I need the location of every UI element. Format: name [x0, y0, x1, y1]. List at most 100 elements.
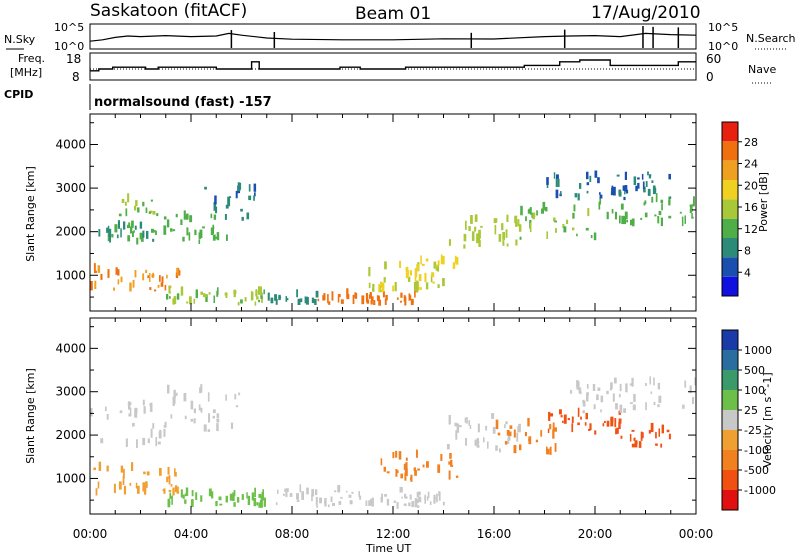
- data-cell: [238, 392, 241, 396]
- velocity-colorbar: Velocity [m s^-1] 1000 500 100 25 -25 -100 -50…: [721, 329, 776, 511]
- data-cell: [142, 437, 146, 446]
- data-cell: [483, 437, 485, 443]
- colorbar-swatch: [722, 160, 738, 180]
- data-cell: [297, 298, 301, 305]
- data-cell: [578, 387, 582, 394]
- data-cell: [134, 270, 137, 278]
- data-cell: [97, 481, 100, 489]
- data-cell: [624, 211, 628, 220]
- data-cell: [193, 418, 196, 424]
- data-cell: [173, 389, 176, 398]
- data-cell: [529, 222, 532, 232]
- data-cell: [586, 182, 590, 186]
- data-cell: [314, 299, 317, 305]
- time-axis-labels: 00:00 04:00 08:00 12:00 16:00 20:00 00:00: [73, 527, 714, 541]
- data-cell: [361, 299, 365, 305]
- data-cell: [414, 268, 418, 278]
- data-cell: [602, 423, 605, 427]
- data-cell: [259, 500, 263, 508]
- data-cell: [682, 404, 685, 409]
- data-cell: [620, 203, 624, 210]
- data-cell: [125, 208, 128, 217]
- colorbar-swatch: [722, 450, 738, 470]
- data-cell: [160, 282, 164, 287]
- data-cell: [240, 208, 243, 212]
- data-cell: [616, 427, 619, 434]
- data-cell: [552, 429, 555, 439]
- data-cell: [651, 180, 654, 183]
- data-cell: [477, 441, 480, 444]
- data-cell: [649, 376, 651, 385]
- data-cell: [468, 226, 471, 232]
- data-cell: [593, 404, 596, 410]
- data-cell: [417, 505, 420, 508]
- data-cell: [237, 182, 241, 192]
- data-cell: [555, 178, 558, 187]
- data-cell: [174, 468, 176, 475]
- data-cell: [448, 461, 452, 465]
- data-cell: [195, 289, 198, 299]
- data-cell: [384, 261, 387, 270]
- data-cell: [190, 418, 193, 422]
- data-cell: [129, 282, 132, 292]
- data-cell: [596, 394, 599, 401]
- data-cell: [495, 419, 499, 430]
- data-cell: [611, 185, 614, 192]
- data-cell: [449, 453, 452, 459]
- data-cell: [580, 416, 582, 420]
- data-cell: [106, 465, 109, 472]
- data-cell: [498, 233, 502, 242]
- data-cell: [261, 296, 263, 303]
- data-cell: [171, 495, 173, 505]
- data-cell: [465, 220, 467, 230]
- data-cell: [584, 422, 587, 426]
- velocity-y-axis: 1000 2000 3000 4000: [55, 326, 696, 501]
- data-cell: [149, 287, 152, 290]
- data-cell: [260, 286, 262, 296]
- data-cell: [372, 283, 375, 292]
- data-cell: [468, 420, 471, 426]
- data-cell: [585, 227, 589, 231]
- colorbar-frame: [721, 329, 739, 511]
- data-cell: [396, 297, 399, 300]
- data-cell: [311, 297, 315, 303]
- data-cell: [643, 186, 646, 193]
- data-cell: [380, 497, 383, 503]
- data-cell: [541, 208, 544, 214]
- colorbar-swatch: [722, 238, 738, 258]
- data-cell: [149, 402, 153, 412]
- data-cell: [563, 414, 567, 424]
- data-cell: [132, 422, 135, 427]
- data-cell: [668, 173, 671, 180]
- data-cell: [689, 385, 692, 394]
- data-cell: [180, 286, 184, 296]
- data-cell: [145, 207, 148, 213]
- data-cell: [155, 230, 157, 235]
- data-cell: [399, 260, 401, 268]
- data-cell: [554, 220, 557, 223]
- data-cell: [395, 469, 398, 477]
- colorbar-tick-label: -500: [744, 464, 769, 477]
- data-cell: [198, 239, 201, 244]
- data-cell: [172, 487, 175, 496]
- data-cell: [474, 214, 478, 222]
- data-cell: [597, 387, 601, 391]
- data-cell: [200, 495, 203, 502]
- data-cell: [185, 213, 189, 220]
- data-cell: [632, 404, 636, 411]
- data-cell: [163, 425, 167, 428]
- data-cell: [637, 177, 640, 180]
- data-cell: [352, 294, 355, 304]
- data-cell: [210, 213, 213, 219]
- data-cell: [250, 291, 254, 301]
- data-cell: [586, 392, 589, 396]
- data-cell: [555, 189, 559, 199]
- data-cell: [365, 293, 368, 303]
- data-cell: [441, 255, 445, 265]
- data-cell: [218, 496, 222, 501]
- data-cell: [176, 293, 180, 300]
- data-cell: [106, 414, 109, 420]
- data-cell: [130, 226, 133, 234]
- data-cell: [424, 272, 427, 283]
- data-cell: [306, 487, 309, 495]
